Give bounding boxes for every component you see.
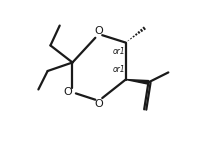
Text: O: O: [64, 87, 73, 97]
Text: or1: or1: [112, 47, 125, 56]
Text: or1: or1: [112, 65, 125, 74]
Text: O: O: [94, 26, 103, 36]
Text: O: O: [94, 99, 103, 109]
Polygon shape: [126, 80, 149, 84]
